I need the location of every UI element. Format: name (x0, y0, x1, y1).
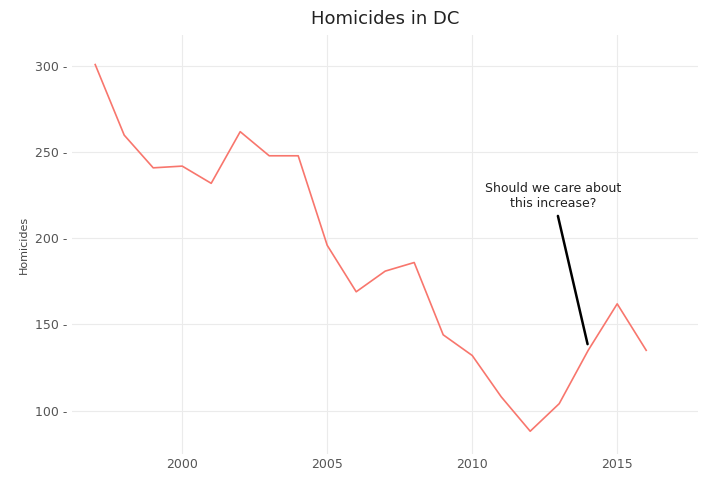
Text: Should we care about
this increase?: Should we care about this increase? (485, 182, 621, 344)
Title: Homicides in DC: Homicides in DC (311, 10, 459, 28)
Y-axis label: Homicides: Homicides (19, 215, 30, 274)
